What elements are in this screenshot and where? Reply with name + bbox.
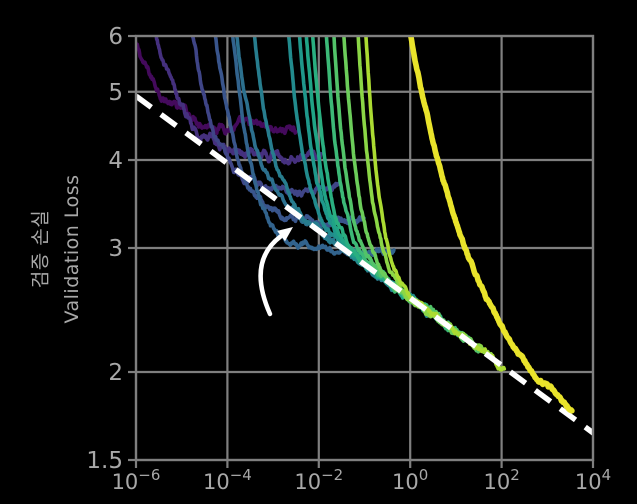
x-tick-label: 102 — [483, 466, 519, 494]
x-tick-label: 10−4 — [203, 466, 252, 494]
y-tick-label: 6 — [108, 24, 123, 50]
x-tick-label: 10−2 — [294, 466, 343, 494]
annotation-arrowhead — [277, 227, 293, 242]
x-tick-label: 104 — [575, 466, 611, 494]
x-tick-label: 10−6 — [112, 466, 161, 494]
learning-curve-13 — [332, 36, 481, 354]
learning-curve-17 — [407, 36, 575, 414]
y-tick-label: 4 — [108, 148, 123, 174]
learning-curve-2 — [154, 36, 323, 166]
y-tick-label: 2 — [108, 360, 123, 386]
annotation-arrow-shaft — [258, 234, 283, 317]
frontier-dashed-line — [136, 93, 593, 437]
learning-curve-11 — [310, 36, 460, 338]
learning-curve-16 — [364, 36, 507, 372]
x-tick-label: 100 — [392, 466, 428, 494]
y-tick-label: 5 — [108, 80, 123, 106]
y-tick-label: 1.5 — [86, 448, 123, 474]
y-tick-label: 3 — [108, 236, 123, 262]
